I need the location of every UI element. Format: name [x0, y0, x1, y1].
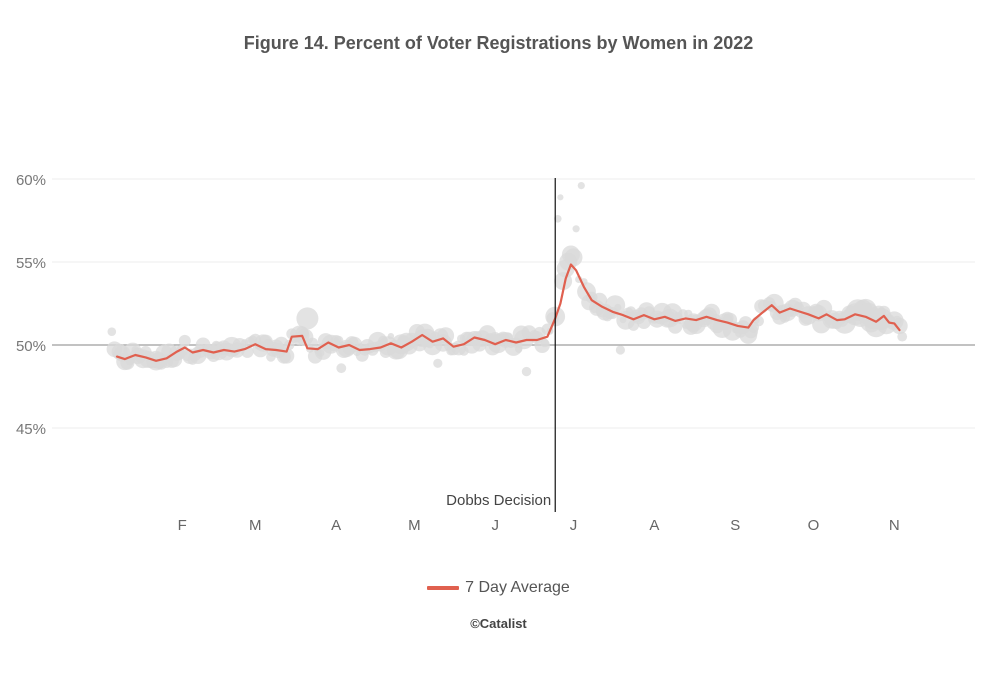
daily-point [540, 339, 549, 348]
seven-day-average-line [115, 263, 901, 362]
daily-point [178, 334, 191, 347]
daily-point [753, 315, 764, 327]
daily-point [614, 303, 622, 312]
x-tick-label: M [249, 517, 262, 534]
x-tick-label: O [808, 517, 820, 534]
daily-point [564, 248, 583, 267]
daily-point [107, 327, 117, 337]
gridlines [52, 178, 975, 429]
x-tick-label: J [570, 517, 578, 534]
dobbs-annotation: Dobbs Decision [446, 178, 556, 512]
legend: 7 Day Average [0, 579, 997, 597]
x-tick-label: A [331, 517, 341, 534]
daily-point [577, 182, 585, 190]
legend-label-7-day-average: 7 Day Average [465, 579, 570, 596]
x-tick-label: M [408, 517, 421, 534]
daily-point [296, 307, 319, 330]
daily-point [891, 317, 908, 335]
daily-point [572, 225, 580, 233]
daily-points [106, 182, 908, 377]
credit-catalist: ©Catalist [470, 616, 527, 631]
x-tick-label: A [649, 517, 659, 534]
daily-point [433, 358, 443, 368]
axes: 60% 55% 50% 45% F M A M J J A S O N [16, 172, 900, 534]
daily-point [615, 345, 626, 355]
daily-point [897, 331, 908, 342]
legend-swatch-7-day-average [427, 586, 460, 590]
y-tick-label: 60% [16, 172, 46, 189]
daily-point [307, 337, 318, 349]
daily-point [521, 366, 532, 377]
x-tick-label: N [889, 517, 900, 534]
seven-day-average-polyline [115, 263, 901, 362]
daily-point [557, 194, 564, 201]
y-tick-label: 50% [16, 338, 46, 355]
chart-title: Figure 14. Percent of Voter Registration… [243, 33, 754, 53]
daily-point [387, 333, 395, 340]
x-tick-label: S [730, 517, 740, 534]
y-tick-label: 45% [16, 421, 46, 438]
x-tick-label: J [491, 517, 499, 534]
dobbs-decision-label: Dobbs Decision [446, 492, 551, 509]
x-tick-label: F [178, 517, 187, 534]
daily-point [554, 215, 562, 223]
daily-point [336, 363, 347, 374]
y-tick-label: 55% [16, 255, 46, 272]
